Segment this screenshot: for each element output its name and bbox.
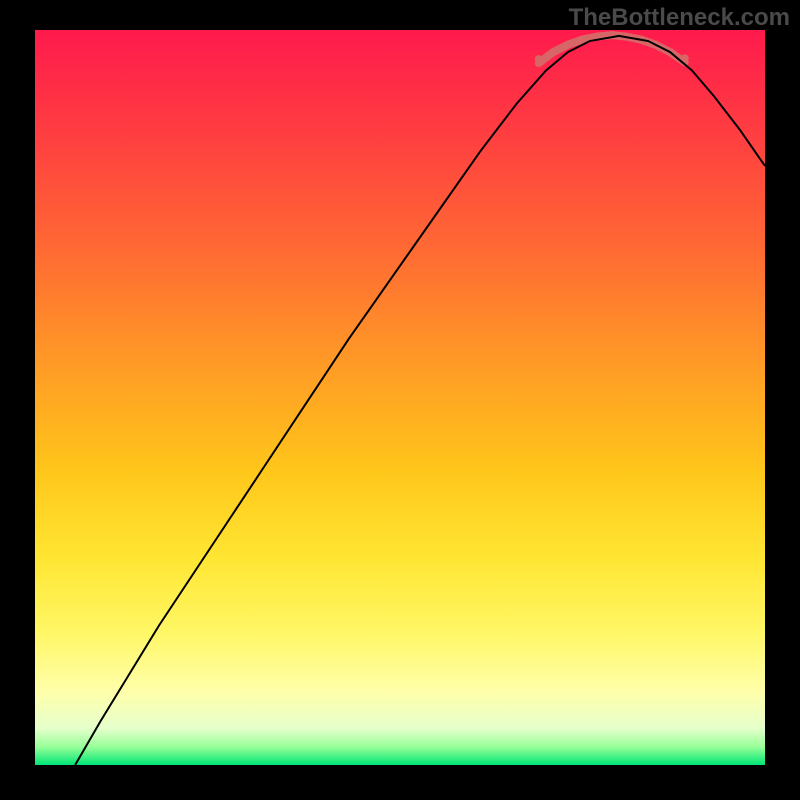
marker-endpoint bbox=[535, 55, 543, 63]
chart-svg bbox=[0, 0, 800, 800]
chart-container: TheBottleneck.com bbox=[0, 0, 800, 800]
plot-background bbox=[35, 30, 765, 765]
watermark-text: TheBottleneck.com bbox=[569, 4, 790, 32]
